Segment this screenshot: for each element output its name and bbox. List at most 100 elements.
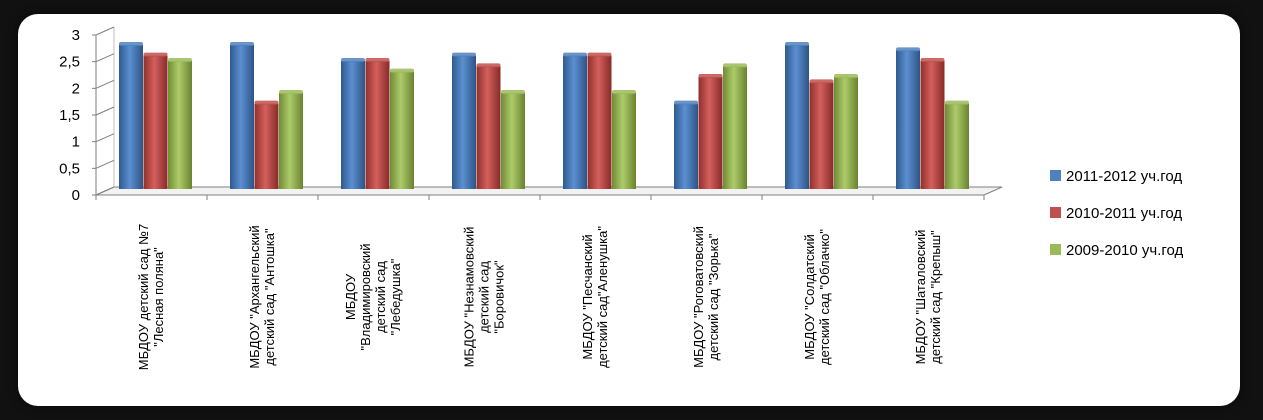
bar (674, 100, 698, 189)
bar-face (501, 93, 525, 189)
bar (279, 90, 303, 189)
bar-face (168, 61, 192, 189)
bar-face (279, 93, 303, 189)
y-tick-diag (95, 186, 115, 196)
back-wall (96, 35, 984, 195)
category-label-line: МБДОУ (343, 273, 358, 320)
bar (143, 52, 168, 189)
bar-top (587, 52, 612, 57)
category-label-line: МБДОУ детский сад №7 (136, 224, 151, 370)
bar-face (834, 77, 858, 189)
category-label-line: "Боровичок" (492, 260, 507, 334)
chart-legend: 2011-2012 уч.год 2010-2011 уч.год 2009-201… (1050, 168, 1184, 259)
bar-face (809, 82, 834, 189)
bar-top (674, 100, 698, 105)
category-label: МБДОУ "Роговатовскийдетский сад "Зорька" (691, 226, 721, 368)
bar (119, 42, 143, 189)
bar-top (390, 68, 414, 73)
bar-top (230, 42, 254, 46)
category-label-line: детский сад "Облачко" (817, 229, 832, 365)
bar-top (452, 52, 476, 57)
y-tick-diag (95, 106, 115, 116)
bar-face (698, 77, 723, 189)
bar-face (143, 55, 168, 189)
category-label-line: детский сад"Аленушка" (595, 226, 610, 368)
legend-swatch (1050, 170, 1061, 181)
category-labels: МБДОУ детский сад №7"Лесная поляна" МБДОУ… (136, 224, 943, 370)
bar (230, 42, 254, 189)
bar-top (119, 42, 143, 46)
bar-face (945, 103, 969, 189)
bar-top (254, 100, 279, 105)
category-label-line: детский сад "Зорька" (706, 233, 721, 360)
bar-top (834, 74, 858, 78)
category-label-line: "Лесная поляна" (151, 247, 166, 347)
bar (365, 58, 390, 189)
bar (834, 74, 858, 189)
bar (476, 63, 501, 189)
y-tick-label: 0,5 (59, 160, 80, 177)
bar-face (563, 55, 587, 189)
category-label-line: "Владимировский (358, 243, 373, 350)
bar-top (563, 52, 587, 57)
y-tick-label: 3 (72, 27, 80, 44)
category-label-line: МБДОУ "Солдатский (802, 234, 817, 359)
legend-label: 2011-2012 уч.год (1066, 168, 1182, 185)
bar-face (365, 61, 390, 189)
bar-top (785, 42, 809, 46)
legend-label: 2010-2011 уч.год (1066, 205, 1182, 222)
bar-face (723, 66, 747, 189)
legend-item: 2011-2012 уч.год (1050, 168, 1182, 185)
bar-face (452, 55, 476, 189)
bar-top (279, 90, 303, 94)
bar-top (920, 58, 945, 62)
bar (563, 52, 587, 189)
legend-swatch (1050, 244, 1061, 255)
chart-axes: 0 0,5 1 1,5 2 2,5 3 (59, 26, 1003, 204)
category-label: МБДОУ "Шаталовскийдетский сад "Крепыш" (913, 230, 943, 365)
bar-face (476, 66, 501, 189)
bar-top (896, 47, 920, 52)
bar-top (501, 90, 525, 94)
bar (896, 47, 920, 190)
bar-top (612, 90, 636, 94)
bar-face (390, 71, 414, 189)
bar (945, 100, 969, 189)
y-tick-diag (95, 159, 115, 169)
bar-face (920, 61, 945, 189)
bar-top (365, 58, 390, 62)
bar (341, 58, 365, 189)
bar (612, 90, 636, 189)
y-tick-label: 2,5 (59, 54, 80, 71)
y-tick-label: 1,5 (59, 107, 80, 124)
y-tick-label: 1 (72, 134, 80, 151)
category-label-line: детский сад (477, 261, 492, 333)
bar (168, 58, 192, 189)
category-label-line: детский сад (373, 261, 388, 333)
y-tick-diag (95, 79, 115, 89)
bar-face (341, 61, 365, 189)
category-label-line: МБДОУ "Роговатовский (691, 226, 706, 368)
category-label: МБДОУ "Песчанскийдетский сад"Аленушка" (580, 226, 610, 368)
legend-swatch (1050, 207, 1061, 218)
bar-top (723, 63, 747, 68)
bar (809, 79, 834, 189)
category-label: МБДОУ "Незнамовскийдетский сад"Боровичок… (462, 227, 507, 368)
category-label-line: детский сад "Антошка" (262, 228, 277, 366)
category-label-line: МБДОУ "Песчанский (580, 234, 595, 359)
bar (254, 100, 279, 189)
bar (698, 74, 723, 189)
category-label: МБДОУ "Солдатскийдетский сад "Облачко" (802, 229, 832, 365)
category-label: МБДОУ детский сад №7"Лесная поляна" (136, 224, 166, 370)
y-tick-label: 2 (72, 80, 80, 97)
bar-face (612, 93, 636, 189)
category-label: МБДОУ "Архангельскийдетский сад "Антошка… (247, 225, 277, 368)
bar-face (254, 103, 279, 189)
bar-top (809, 79, 834, 84)
legend-item: 2010-2011 уч.год (1050, 205, 1182, 222)
bar-face (785, 45, 809, 189)
bar-top (341, 58, 365, 62)
y-tick-diag (95, 133, 115, 143)
bar-face (230, 45, 254, 189)
